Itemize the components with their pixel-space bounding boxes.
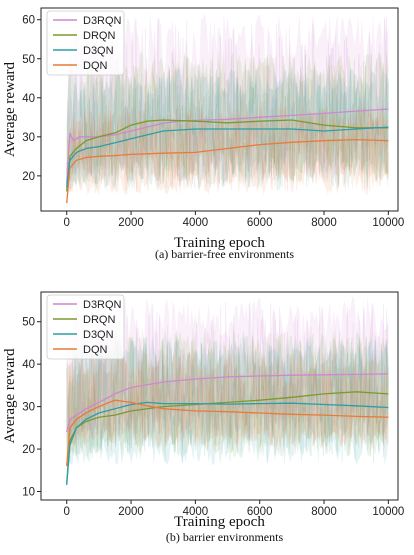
legend: D3RQN DRQN D3QN DQN xyxy=(46,294,125,360)
x-tick-label: 6000 xyxy=(247,217,273,229)
axes-frame xyxy=(40,7,399,212)
legend-label-d3qn: D3QN xyxy=(83,329,114,341)
panel-caption: (a) barrier-free environments xyxy=(155,247,294,261)
series-line-d3rqn xyxy=(66,108,389,184)
legend-label-drqn: DRQN xyxy=(83,314,115,326)
x-tick-label: 8000 xyxy=(311,217,337,229)
y-axis-label: Average reward xyxy=(2,348,18,444)
y-tick-label: 50 xyxy=(22,317,35,329)
plot-area xyxy=(66,296,389,486)
x-tick-label: 4000 xyxy=(183,217,209,229)
y-tick-label: 40 xyxy=(22,359,35,371)
x-axis-label: Training epoch xyxy=(174,514,265,530)
y-axis-label: Average reward xyxy=(2,61,18,157)
raw-trace-drqn xyxy=(66,54,389,185)
x-tick-label: 0 xyxy=(64,217,70,229)
x-tick-label: 2000 xyxy=(118,217,144,229)
legend-label-drqn: DRQN xyxy=(83,30,115,42)
y-tick-label: 50 xyxy=(22,54,35,66)
legend-label-dqn: DQN xyxy=(83,60,108,72)
x-tick-label: 4000 xyxy=(183,506,209,518)
legend: D3RQN DRQN D3QN DQN xyxy=(46,10,125,76)
legend-label-dqn: DQN xyxy=(83,344,108,356)
y-tick-label: 20 xyxy=(22,171,35,183)
chart-panel-1: 0 2000 4000 6000 8000 10000 20 30 40 50 60 Training… xyxy=(2,7,404,261)
chart-panel-2: 0 2000 4000 6000 8000 10000 10 20 30 40 50 Training… xyxy=(2,291,404,544)
series-line-d3qn xyxy=(66,126,389,188)
axes-frame xyxy=(40,291,399,501)
band-drqn xyxy=(66,51,389,184)
series-line-dqn xyxy=(66,399,389,467)
legend-label-d3rqn: D3RQN xyxy=(83,299,122,311)
x-tick-label: 10000 xyxy=(372,506,404,518)
x-tick-label: 8000 xyxy=(311,506,337,518)
y-tick-label: 20 xyxy=(22,444,35,456)
legend-label-d3rqn: D3RQN xyxy=(83,15,122,27)
raw-trace-dqn xyxy=(66,107,389,203)
legend-box xyxy=(46,10,125,76)
legend-label-d3qn: D3QN xyxy=(83,45,114,57)
x-axis-label: Training epoch xyxy=(174,235,265,251)
raw-trace-dqn xyxy=(66,354,389,462)
plot-area xyxy=(66,12,389,204)
band-d3rqn xyxy=(66,12,389,184)
y-tick-label: 10 xyxy=(22,487,35,499)
series-line-d3qn xyxy=(66,401,389,486)
y-tick-label: 60 xyxy=(22,15,35,27)
band-dqn xyxy=(66,105,389,196)
band-dqn xyxy=(66,351,389,450)
series-line-d3rqn xyxy=(66,373,389,433)
band-d3qn xyxy=(66,334,389,466)
panel-caption: (b) barrier environments xyxy=(166,530,284,544)
y-tick-label: 40 xyxy=(22,93,35,105)
band-drqn xyxy=(66,330,389,458)
x-tick-label: 0 xyxy=(64,506,70,518)
x-tick-label: 2000 xyxy=(118,506,144,518)
y-tick-label: 30 xyxy=(22,402,35,414)
series-line-drqn xyxy=(66,119,389,192)
series-line-dqn xyxy=(66,138,389,204)
x-tick-label: 10000 xyxy=(372,217,404,229)
legend-box xyxy=(46,294,125,360)
y-tick-label: 30 xyxy=(22,132,35,144)
raw-trace-drqn xyxy=(66,333,389,466)
x-tick-label: 6000 xyxy=(247,506,273,518)
